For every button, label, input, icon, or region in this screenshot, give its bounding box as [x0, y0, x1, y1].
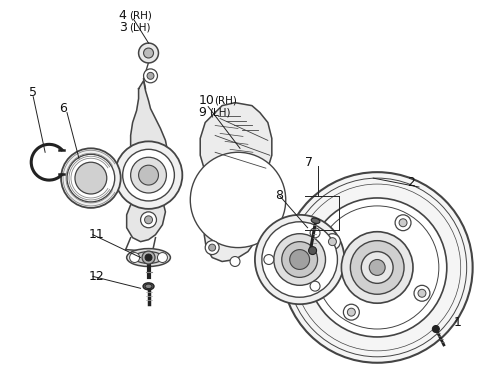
- Circle shape: [139, 165, 158, 185]
- Text: 12: 12: [89, 270, 105, 283]
- Text: 4: 4: [119, 9, 127, 22]
- Text: 10: 10: [198, 94, 214, 107]
- Circle shape: [75, 162, 107, 194]
- Circle shape: [310, 228, 320, 238]
- Text: (LH): (LH): [129, 22, 150, 32]
- Polygon shape: [200, 103, 272, 261]
- Circle shape: [61, 148, 120, 208]
- Ellipse shape: [311, 218, 320, 223]
- Circle shape: [310, 281, 320, 291]
- Circle shape: [361, 251, 393, 283]
- Circle shape: [142, 251, 155, 264]
- Circle shape: [308, 198, 447, 337]
- Circle shape: [144, 48, 154, 58]
- Text: (LH): (LH): [209, 107, 231, 117]
- Circle shape: [395, 215, 411, 231]
- Text: 6: 6: [59, 102, 67, 115]
- Circle shape: [147, 72, 154, 79]
- Circle shape: [190, 152, 286, 248]
- Circle shape: [205, 241, 219, 254]
- Circle shape: [399, 219, 407, 227]
- Text: 2: 2: [407, 176, 415, 189]
- Circle shape: [67, 154, 115, 202]
- Text: 3: 3: [119, 21, 127, 34]
- Circle shape: [157, 253, 168, 263]
- Circle shape: [145, 254, 152, 261]
- Circle shape: [262, 222, 337, 297]
- Circle shape: [131, 157, 167, 193]
- Text: 9: 9: [198, 106, 206, 119]
- Circle shape: [144, 216, 153, 224]
- Circle shape: [139, 43, 158, 63]
- Polygon shape: [127, 81, 168, 242]
- Circle shape: [324, 234, 340, 249]
- Circle shape: [274, 234, 325, 285]
- Circle shape: [130, 253, 140, 263]
- Circle shape: [343, 304, 360, 320]
- Circle shape: [141, 212, 156, 228]
- Circle shape: [350, 241, 404, 294]
- Circle shape: [414, 285, 430, 301]
- Circle shape: [115, 141, 182, 209]
- Circle shape: [369, 259, 385, 275]
- Ellipse shape: [145, 284, 152, 288]
- Circle shape: [328, 238, 336, 246]
- Circle shape: [123, 149, 174, 201]
- Circle shape: [348, 308, 355, 316]
- Circle shape: [341, 232, 413, 303]
- Circle shape: [255, 215, 344, 304]
- Text: 1: 1: [454, 316, 462, 328]
- Circle shape: [282, 172, 473, 363]
- Ellipse shape: [143, 283, 154, 290]
- Circle shape: [264, 254, 274, 264]
- Circle shape: [230, 256, 240, 266]
- Ellipse shape: [134, 251, 162, 263]
- Text: 7: 7: [305, 156, 312, 169]
- Text: (RH): (RH): [214, 95, 237, 105]
- Circle shape: [290, 249, 310, 270]
- Circle shape: [209, 244, 216, 251]
- Circle shape: [144, 69, 157, 83]
- Circle shape: [432, 326, 439, 333]
- Circle shape: [418, 289, 426, 297]
- Text: (RH): (RH): [129, 10, 152, 20]
- Ellipse shape: [127, 249, 170, 266]
- Circle shape: [282, 242, 318, 277]
- Text: 8: 8: [275, 189, 283, 203]
- Text: 5: 5: [29, 86, 37, 99]
- Text: 11: 11: [89, 228, 105, 241]
- Circle shape: [309, 247, 316, 254]
